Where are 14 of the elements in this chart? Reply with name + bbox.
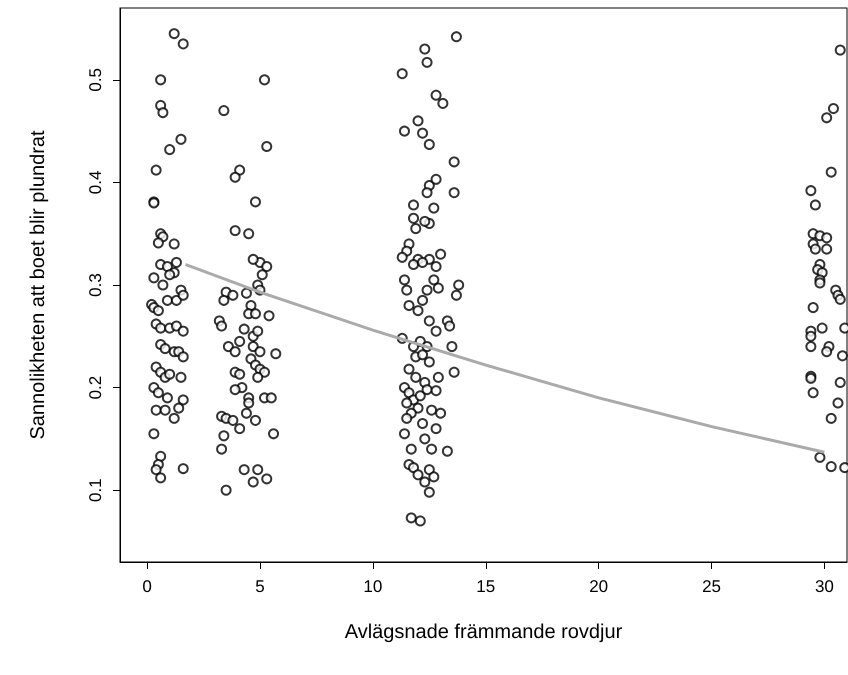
y-tick-label: 0.2: [86, 376, 105, 400]
y-axis-title: Sannolikheten att boet blir plundrat: [27, 130, 49, 440]
x-tick-label: 20: [589, 577, 608, 596]
x-tick-label: 25: [702, 577, 721, 596]
y-tick-label: 0.5: [86, 68, 105, 92]
y-tick-label: 0.4: [86, 170, 105, 194]
x-tick-label: 15: [476, 577, 496, 596]
y-tick-label: 0.3: [86, 273, 105, 297]
x-tick-label: 5: [255, 577, 265, 596]
x-tick-label: 10: [363, 577, 382, 596]
y-tick-label: 0.1: [86, 478, 105, 502]
x-tick-label: 30: [814, 577, 834, 596]
x-axis-title: Avlägsnade främmande rovdjur: [344, 621, 623, 643]
x-tick-label: 0: [142, 577, 152, 596]
